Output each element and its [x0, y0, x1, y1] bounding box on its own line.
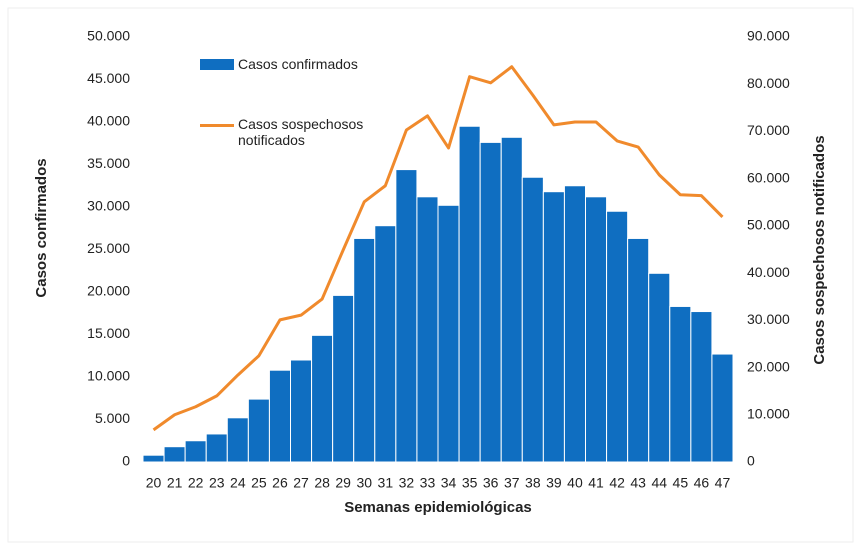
y-tick-label: 50.000	[87, 28, 130, 44]
bar	[521, 176, 544, 463]
y-axis-title: Casos confirmados	[33, 158, 50, 297]
bar	[711, 353, 734, 463]
x-tick-label: 29	[335, 475, 351, 491]
bar	[163, 446, 186, 463]
x-tick-label: 47	[715, 475, 731, 491]
bar	[627, 237, 650, 463]
y-tick-label: 15.000	[87, 325, 130, 341]
bar	[290, 359, 313, 463]
y2-tick-label: 10.000	[747, 405, 790, 421]
x-tick-label: 43	[630, 475, 646, 491]
x-tick-label: 31	[378, 475, 394, 491]
bar	[247, 398, 270, 463]
bar	[458, 125, 481, 463]
y-tick-label: 0	[122, 453, 130, 469]
x-tick-label: 34	[441, 475, 457, 491]
x-tick-label: 20	[146, 475, 162, 491]
bar	[690, 311, 713, 463]
x-tick-label: 21	[167, 475, 183, 491]
legend-item: Casos sospechosos notificados	[200, 116, 380, 148]
bar	[563, 185, 587, 463]
x-tick-label: 46	[694, 475, 710, 491]
y2-tick-label: 50.000	[747, 217, 790, 233]
x-tick-label: 24	[230, 475, 246, 491]
bar	[374, 225, 397, 463]
bar	[669, 305, 692, 463]
y2-axis-title: Casos sospechosos notificados	[811, 135, 828, 364]
x-tick-label: 45	[673, 475, 689, 491]
x-tick-label: 27	[293, 475, 309, 491]
bar	[184, 440, 207, 463]
bar	[353, 237, 376, 463]
bar	[542, 191, 565, 463]
bar	[311, 334, 334, 463]
legend-swatch	[200, 124, 234, 127]
legend-swatch	[200, 59, 234, 70]
bar	[479, 141, 502, 463]
y2-tick-label: 30.000	[747, 311, 790, 327]
y2-tick-label: 0	[747, 453, 755, 469]
x-tick-label: 25	[251, 475, 267, 491]
x-tick-label: 37	[504, 475, 520, 491]
y2-tick-label: 80.000	[747, 75, 790, 91]
bar	[648, 272, 671, 463]
y-tick-label: 5.000	[95, 410, 130, 426]
x-tick-label: 40	[567, 475, 583, 491]
legend-item: Casos confirmados	[200, 56, 358, 72]
y2-tick-label: 90.000	[747, 28, 790, 44]
y2-tick-label: 60.000	[747, 169, 790, 185]
bar	[395, 169, 418, 463]
bar	[332, 294, 355, 463]
x-tick-label: 38	[525, 475, 541, 491]
x-axis-title: Semanas epidemiológicas	[344, 499, 532, 516]
bar	[500, 136, 523, 463]
y-tick-label: 40.000	[87, 113, 130, 129]
legend-label: Casos confirmados	[238, 56, 358, 72]
y-tick-label: 35.000	[87, 155, 130, 171]
x-tick-label: 30	[356, 475, 372, 491]
x-tick-label: 32	[399, 475, 415, 491]
x-tick-label: 42	[609, 475, 625, 491]
y2-tick-label: 70.000	[747, 122, 790, 138]
x-tick-label: 39	[546, 475, 562, 491]
x-tick-label: 26	[272, 475, 288, 491]
bar	[437, 204, 460, 463]
bar	[205, 433, 228, 463]
x-tick-label: 28	[314, 475, 330, 491]
y2-tick-label: 20.000	[747, 358, 790, 374]
x-tick-label: 23	[209, 475, 225, 491]
bar	[606, 210, 629, 463]
x-tick-label: 33	[420, 475, 436, 491]
bar	[226, 417, 249, 463]
y-tick-label: 20.000	[87, 283, 130, 299]
line	[152, 65, 724, 432]
bar	[142, 454, 165, 463]
x-tick-label: 35	[462, 475, 478, 491]
legend-label: Casos sospechosos notificados	[238, 116, 364, 148]
y-tick-label: 10.000	[87, 368, 130, 384]
x-tick-label: 22	[188, 475, 204, 491]
x-tick-label: 44	[651, 475, 667, 491]
bar	[416, 196, 439, 463]
frame	[7, 7, 854, 543]
x-tick-label: 41	[588, 475, 604, 491]
y-tick-label: 30.000	[87, 198, 130, 214]
x-tick-label: 36	[483, 475, 499, 491]
bar	[268, 369, 291, 463]
y-tick-label: 25.000	[87, 240, 130, 256]
y2-tick-label: 40.000	[747, 264, 790, 280]
bar	[585, 196, 608, 463]
y-tick-label: 45.000	[87, 70, 130, 86]
